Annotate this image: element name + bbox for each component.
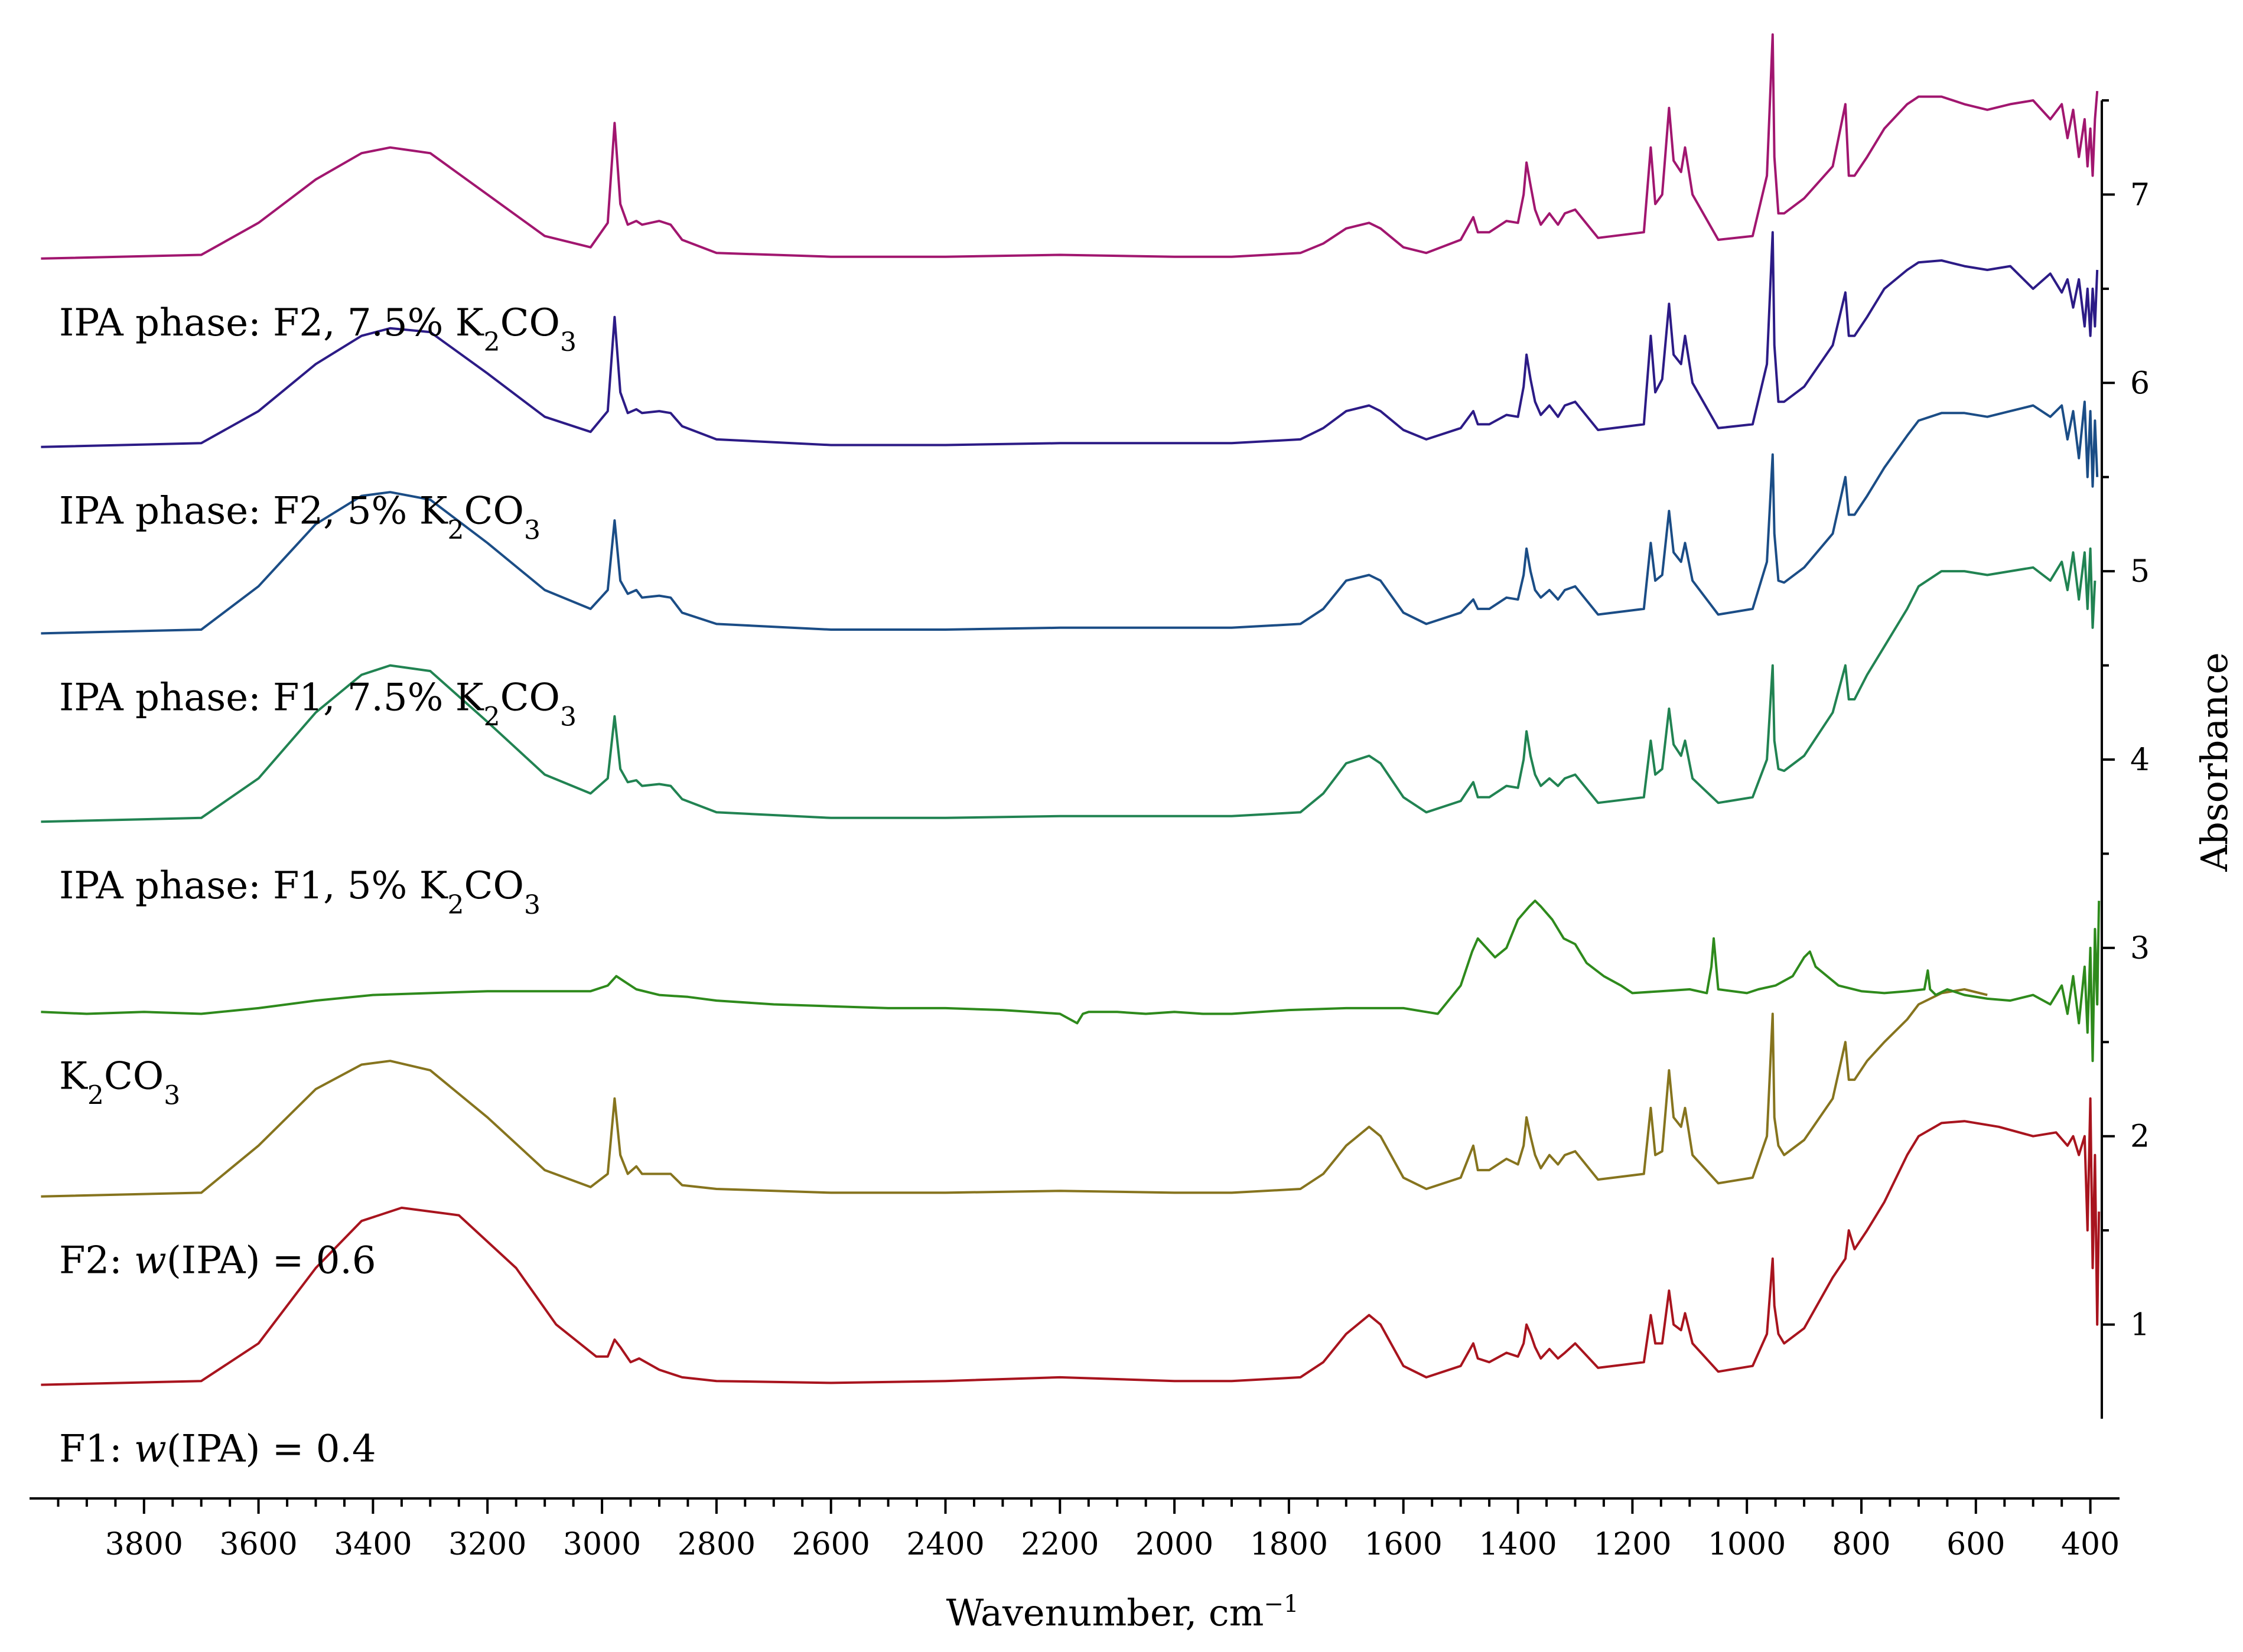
y-tick-label-5: 5 (2130, 554, 2150, 589)
series-label-3-part-3: CO (104, 1054, 164, 1098)
series-label-5-part-4: 3 (560, 702, 577, 732)
x-tick-label-800: 800 (1832, 1527, 1890, 1562)
series-line-5 (41, 400, 2099, 635)
series-label-5-part-1: IPA phase: F1, 7.5% K (59, 676, 484, 719)
series-label-1-part-1: F1: (59, 1428, 134, 1471)
series-line-6 (41, 231, 2099, 448)
y-axis-title: Absorbance (2193, 652, 2236, 872)
x-tick-label-1400: 1400 (1479, 1527, 1557, 1562)
x-tick-label-1000: 1000 (1708, 1527, 1786, 1562)
y-tick-label-4: 4 (2130, 742, 2150, 778)
x-tick-label-600: 600 (1946, 1527, 2005, 1562)
x-tick-label-1200: 1200 (1593, 1527, 1671, 1562)
x-axis-title-superscript: −1 (1264, 1591, 1298, 1618)
x-tick-label-2000: 2000 (1135, 1527, 1213, 1562)
y-tick-label-7: 7 (2130, 177, 2150, 213)
x-axis-ticks: 3800 3600 3400 3200 3000 2800 2600 2400 2200 2000… (57, 1498, 2120, 1562)
series-label-6: IPA phase: F2, 5% K2CO3 (59, 490, 541, 546)
y-tick-label-2: 2 (2130, 1119, 2150, 1155)
series-label-6-part-4: 3 (524, 515, 541, 545)
series-label-6-part-2: 2 (448, 515, 464, 545)
y-axis-ticks: 1 2 3 4 5 6 7 (2102, 99, 2150, 1343)
x-tick-label-2200: 2200 (1021, 1527, 1099, 1562)
x-tick-label-3800: 3800 (105, 1527, 183, 1562)
series-label-7-part-4: 3 (560, 327, 577, 357)
series-label-4-part-4: 3 (524, 890, 541, 920)
x-tick-label-3600: 3600 (219, 1527, 297, 1562)
series-label-3-part-2: 2 (87, 1080, 104, 1110)
series-line-2 (41, 988, 1988, 1198)
x-axis: 3800 3600 3400 3200 3000 2800 2600 2400 2200 2000… (30, 1497, 2120, 1634)
y-tick-label-6: 6 (2130, 366, 2150, 401)
series-label-4-part-3: CO (464, 864, 524, 908)
x-tick-label-2600: 2600 (792, 1527, 870, 1562)
series-label-7-part-2: 2 (484, 327, 500, 357)
series-label-2-part-3: (IPA) = 0.6 (167, 1239, 376, 1283)
series-label-7-part-1: IPA phase: F2, 7.5% K (59, 301, 484, 345)
series-label-4-part-1: IPA phase: F1, 5% K (59, 864, 448, 908)
series-label-4: IPA phase: F1, 5% K2CO3 (59, 864, 541, 920)
x-tick-label-3400: 3400 (334, 1527, 412, 1562)
series-label-5-part-3: CO (500, 676, 560, 719)
series-label-5: IPA phase: F1, 7.5% K2CO3 (59, 676, 577, 732)
series-label-2: F2: w(IPA) = 0.6 (59, 1239, 376, 1283)
series-line-3 (41, 900, 2101, 1063)
series-label-6-part-3: CO (464, 490, 524, 533)
series-label-3-part-4: 3 (164, 1080, 180, 1110)
series-label-1-part-2: w (134, 1428, 167, 1471)
x-axis-title: Wavenumber, cm−1 (946, 1591, 1299, 1634)
y-tick-label-1: 1 (2130, 1308, 2150, 1343)
x-tick-label-2400: 2400 (906, 1527, 984, 1562)
series-label-3-part-1: K (59, 1054, 88, 1098)
series-label-2-part-2: w (134, 1239, 167, 1283)
x-tick-label-1800: 1800 (1250, 1527, 1328, 1562)
series-label-7-part-3: CO (500, 301, 560, 345)
series-label-5-part-2: 2 (484, 702, 500, 732)
series-line-4 (41, 547, 2096, 823)
series-label-6-part-1: IPA phase: F2, 5% K (59, 490, 448, 533)
x-tick-label-3000: 3000 (563, 1527, 641, 1562)
series-label-7: IPA phase: F2, 7.5% K2CO3 (59, 301, 577, 357)
spectra-series-group (41, 33, 2101, 1386)
x-tick-label-3200: 3200 (448, 1527, 526, 1562)
series-line-7 (41, 33, 2099, 260)
x-axis-title-text: Wavenumber, cm (946, 1591, 1264, 1634)
y-axis: 1 2 3 4 5 6 7 Absorbance (2101, 99, 2236, 1419)
series-line-1 (41, 1097, 2101, 1386)
series-label-2-part-1: F2: (59, 1239, 134, 1283)
x-tick-label-400: 400 (2061, 1527, 2120, 1562)
y-tick-label-3: 3 (2130, 931, 2150, 966)
series-labels-group: F1: w(IPA) = 0.4F2: w(IPA) = 0.6K2CO3IPA… (59, 301, 577, 1471)
x-tick-label-1600: 1600 (1365, 1527, 1443, 1562)
series-label-1-part-3: (IPA) = 0.4 (167, 1428, 376, 1471)
series-label-1: F1: w(IPA) = 0.4 (59, 1428, 376, 1471)
series-label-4-part-2: 2 (448, 890, 464, 920)
series-label-3: K2CO3 (59, 1054, 180, 1110)
x-tick-label-2800: 2800 (678, 1527, 756, 1562)
